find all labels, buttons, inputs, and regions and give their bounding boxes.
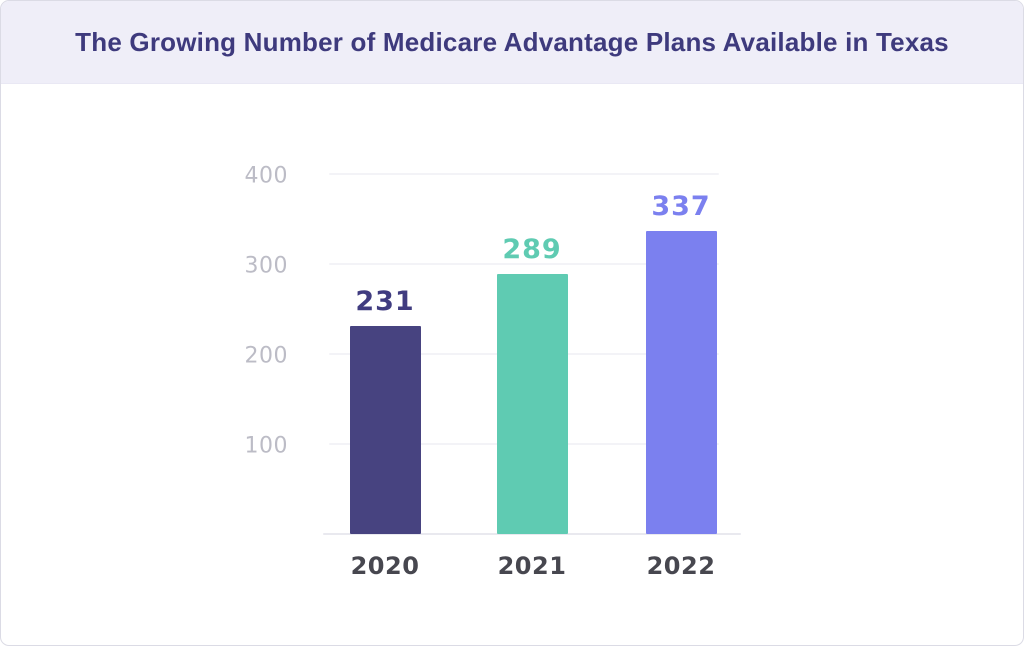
bar-2021 [496,273,568,534]
y-tick-label: 300 [244,253,288,279]
x-axis-line [323,533,741,535]
bar-value-label: 231 [355,286,415,318]
x-tick-label: 2022 [646,552,716,580]
x-tick-label: 2021 [497,552,567,580]
y-tick-label: 100 [244,433,288,459]
bar-2020 [349,326,421,534]
bar-value-label: 337 [651,190,711,222]
bar-value-label: 289 [502,233,562,265]
y-tick-label: 200 [244,343,288,369]
y-tick-label: 400 [244,163,288,189]
gridline [329,173,719,175]
gridline [329,263,719,265]
chart-header: The Growing Number of Medicare Advantage… [1,1,1023,84]
bar-2022 [645,230,717,534]
x-tick-label: 2020 [350,552,420,580]
chart-title: The Growing Number of Medicare Advantage… [75,26,949,57]
bar-chart: 100 200 300 400 231 2020 289 2021 337 2022 [1,83,1023,645]
